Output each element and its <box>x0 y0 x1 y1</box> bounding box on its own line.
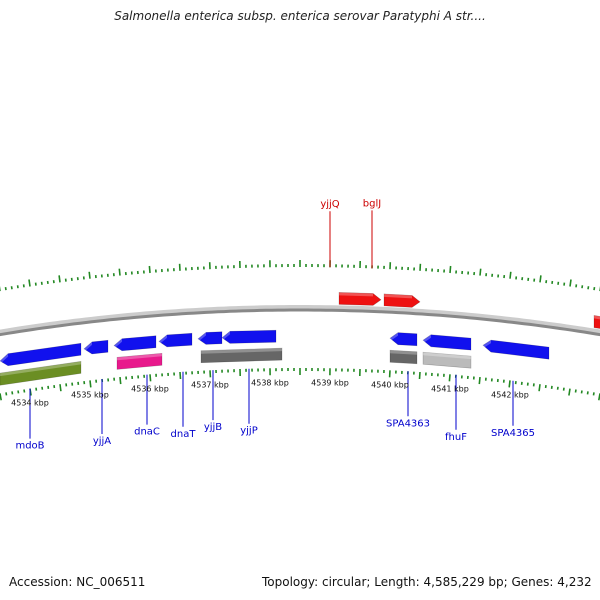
outer-tick <box>88 271 91 279</box>
accession-text: Accession: NC_006511 <box>9 575 146 589</box>
inner-tick <box>586 391 589 395</box>
feature-highlight <box>84 341 92 352</box>
gene-label-spa4363[interactable]: SPA4363 <box>386 418 430 429</box>
reverse-light-feature <box>422 351 472 369</box>
outer-tick <box>118 268 121 276</box>
feature-highlight <box>222 331 230 341</box>
inner-tick <box>89 380 92 388</box>
inner-tick <box>592 392 595 396</box>
feature-highlight <box>594 315 600 320</box>
outer-tick <box>148 265 151 274</box>
outer-tick <box>58 275 61 283</box>
genome-backbone <box>0 308 600 337</box>
gene-label-yjja[interactable]: yjjA <box>93 436 111 447</box>
inner-tick <box>448 374 451 382</box>
inner-tick-track <box>0 368 600 401</box>
gene-track <box>0 292 600 386</box>
outer-tick <box>449 265 452 274</box>
feature-highlight <box>0 353 8 364</box>
outer-tick <box>10 286 13 290</box>
gene-label-dnat[interactable]: dnaT <box>171 429 197 440</box>
inner-tick <box>508 380 511 388</box>
outer-tick <box>593 286 596 291</box>
outer-tick <box>587 286 590 290</box>
gene-label-bglj[interactable]: bglJ <box>363 198 381 209</box>
outer-tick <box>4 286 7 291</box>
scale-labels: 4534 kbp 4535 kbp 4536 kbp 4537 kbp 4538 kbp… <box>11 378 529 407</box>
reverse-cds-feature <box>83 339 109 355</box>
inner-tick <box>538 384 541 392</box>
scale-label: 4539 kbp <box>311 378 349 387</box>
scale-label: 4537 kbp <box>191 380 229 389</box>
reverse-cds-feature <box>482 339 550 360</box>
feature-highlight <box>339 292 373 297</box>
outer-tick <box>569 279 572 287</box>
gene-label-mdob[interactable]: mdoB <box>15 441 44 452</box>
genome-stats-text: Topology: circular; Length: 4,585,229 bp… <box>262 575 592 589</box>
gene-label-spa4365[interactable]: SPA4365 <box>491 428 535 439</box>
inner-tick <box>418 371 421 380</box>
gene-label-yjjb[interactable]: yjjB <box>204 422 222 433</box>
inner-tick <box>568 388 571 396</box>
feature-highlight <box>0 361 81 377</box>
feature-highlight <box>423 352 471 360</box>
feature-highlight <box>390 332 398 342</box>
reverse-dark-feature <box>200 347 283 364</box>
inner-tick <box>119 377 122 385</box>
gene-label-dnac[interactable]: dnaC <box>134 427 160 438</box>
outer-tick <box>28 279 31 287</box>
forward-cds-feature <box>383 293 421 308</box>
outer-tick <box>479 268 482 276</box>
inner-tick <box>574 389 577 393</box>
inner-tick <box>580 390 583 394</box>
reverse-pink-feature <box>116 352 163 370</box>
inner-tick <box>179 371 182 380</box>
reverse-dark-feature <box>389 349 418 365</box>
feature-highlight <box>198 332 206 342</box>
scale-label: 4541 kbp <box>431 384 469 393</box>
reverse-cds-feature <box>221 329 277 344</box>
map-title: Salmonella enterica subsp. enterica sero… <box>114 9 486 23</box>
inner-tick <box>11 391 14 395</box>
feature-highlight <box>117 353 162 361</box>
reverse-cds-feature <box>113 335 157 352</box>
reverse-cds-feature <box>0 342 82 367</box>
scale-label: 4536 kbp <box>131 384 169 393</box>
inner-tick <box>23 389 26 393</box>
feature-highlight <box>384 293 412 299</box>
gene-labels: yjjQ bglJ mdoB yjjA dnaC dnaT yjjB yjjP SPA4363 f… <box>15 198 535 451</box>
feature-highlight <box>483 340 491 349</box>
feature-highlight <box>423 334 431 344</box>
forward-cds-feature <box>593 315 600 329</box>
scale-label: 4540 kbp <box>371 380 409 389</box>
outer-tick <box>509 271 512 279</box>
outer-tick-track <box>0 260 600 292</box>
gene-label-yjjq[interactable]: yjjQ <box>320 199 339 210</box>
reverse-rna-feature <box>0 361 82 386</box>
reverse-cds-feature <box>422 334 472 351</box>
backbone-shadow <box>0 305 600 336</box>
scale-label: 4534 kbp <box>11 399 49 408</box>
scale-label: 4542 kbp <box>491 390 529 399</box>
inner-tick <box>478 377 481 385</box>
feature-highlight <box>159 334 167 345</box>
gene-label-yjjp[interactable]: yjjP <box>240 426 258 437</box>
reverse-cds-feature <box>158 332 193 348</box>
label-leader-lines <box>29 210 514 439</box>
outer-tick <box>539 275 542 283</box>
feature-highlight <box>114 338 122 349</box>
forward-cds-feature <box>338 292 382 306</box>
inner-tick <box>149 374 152 382</box>
inner-tick <box>17 390 20 394</box>
scale-label: 4538 kbp <box>251 378 289 387</box>
feature-highlight <box>390 350 417 355</box>
inner-tick <box>5 392 8 396</box>
reverse-cds-feature <box>389 332 418 347</box>
inner-tick <box>0 393 2 401</box>
gene-label-fhuf[interactable]: fhuF <box>445 432 467 443</box>
feature-highlight <box>201 348 282 354</box>
inner-tick <box>59 384 62 392</box>
scale-label: 4535 kbp <box>71 390 109 399</box>
